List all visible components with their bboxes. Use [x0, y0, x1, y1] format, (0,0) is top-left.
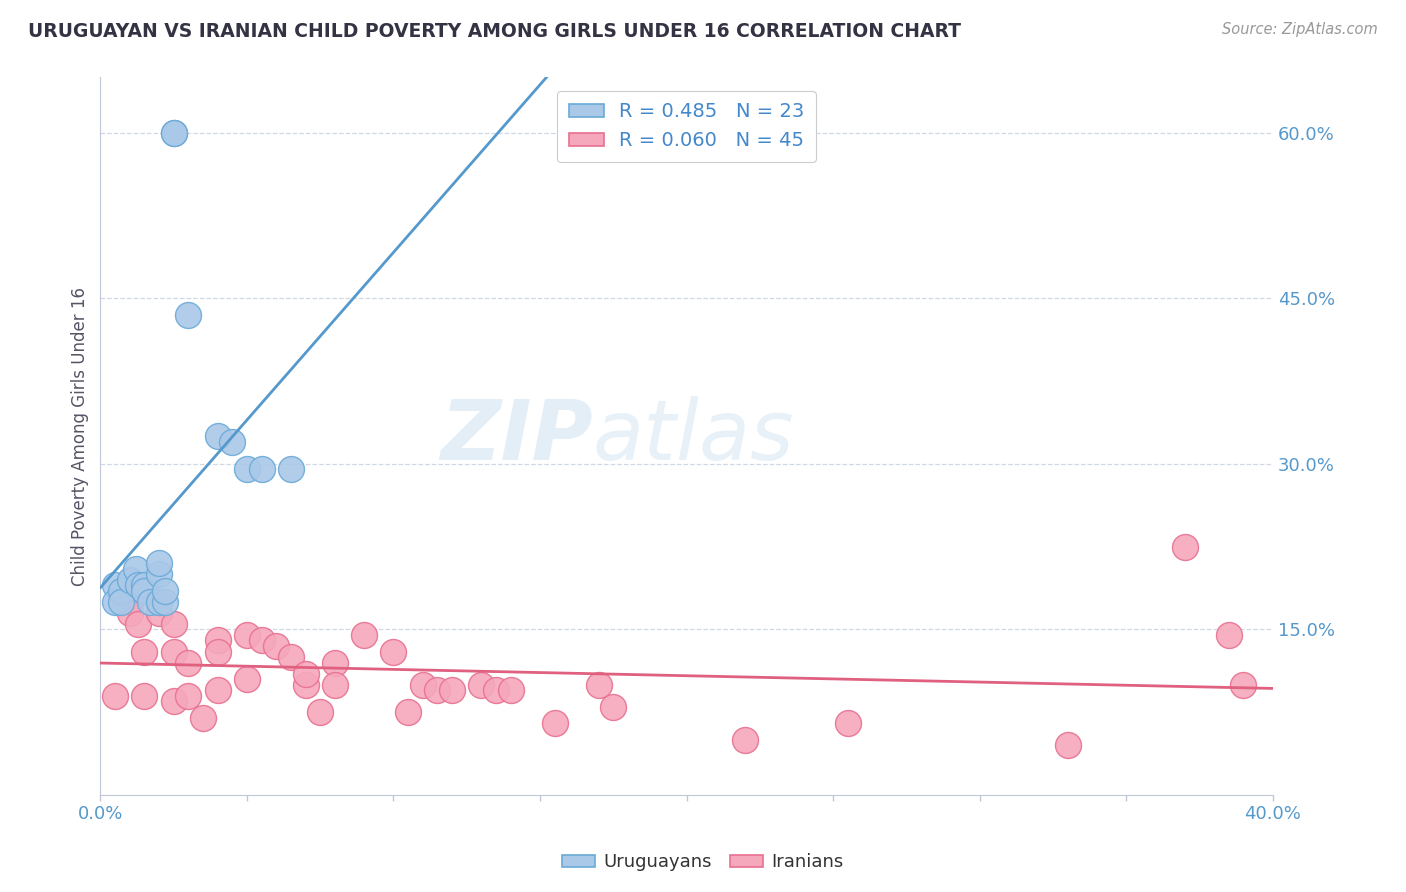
- Point: [118, 573, 141, 587]
- Point: [543, 716, 565, 731]
- Point: [134, 578, 156, 592]
- Point: [353, 628, 375, 642]
- Text: ZIP: ZIP: [440, 396, 593, 476]
- Point: [162, 694, 184, 708]
- Point: [118, 595, 141, 609]
- Point: [426, 683, 449, 698]
- Point: [1056, 739, 1078, 753]
- Point: [221, 434, 243, 449]
- Y-axis label: Child Poverty Among Girls Under 16: Child Poverty Among Girls Under 16: [72, 286, 89, 586]
- Point: [104, 689, 127, 703]
- Point: [148, 606, 170, 620]
- Point: [602, 699, 624, 714]
- Point: [1232, 678, 1254, 692]
- Point: [412, 678, 434, 692]
- Point: [110, 595, 132, 609]
- Point: [148, 567, 170, 582]
- Point: [485, 683, 508, 698]
- Legend: Uruguayans, Iranians: Uruguayans, Iranians: [555, 847, 851, 879]
- Point: [148, 595, 170, 609]
- Point: [124, 562, 146, 576]
- Point: [470, 678, 492, 692]
- Legend: R = 0.485   N = 23, R = 0.060   N = 45: R = 0.485 N = 23, R = 0.060 N = 45: [557, 91, 815, 161]
- Point: [139, 595, 162, 609]
- Point: [837, 716, 859, 731]
- Point: [148, 556, 170, 570]
- Point: [1174, 540, 1197, 554]
- Point: [153, 595, 176, 609]
- Point: [499, 683, 522, 698]
- Point: [104, 595, 127, 609]
- Point: [110, 583, 132, 598]
- Point: [127, 616, 149, 631]
- Point: [396, 705, 419, 719]
- Point: [153, 583, 176, 598]
- Point: [162, 126, 184, 140]
- Point: [323, 656, 346, 670]
- Point: [1218, 628, 1240, 642]
- Point: [236, 672, 259, 686]
- Point: [207, 644, 229, 658]
- Point: [162, 644, 184, 658]
- Point: [148, 595, 170, 609]
- Point: [294, 666, 316, 681]
- Point: [134, 644, 156, 658]
- Point: [162, 126, 184, 140]
- Point: [280, 462, 302, 476]
- Point: [236, 628, 259, 642]
- Point: [382, 644, 405, 658]
- Point: [118, 606, 141, 620]
- Point: [207, 683, 229, 698]
- Point: [191, 711, 214, 725]
- Point: [162, 616, 184, 631]
- Point: [734, 732, 756, 747]
- Point: [309, 705, 332, 719]
- Point: [588, 678, 610, 692]
- Text: URUGUAYAN VS IRANIAN CHILD POVERTY AMONG GIRLS UNDER 16 CORRELATION CHART: URUGUAYAN VS IRANIAN CHILD POVERTY AMONG…: [28, 22, 962, 41]
- Point: [177, 656, 200, 670]
- Text: atlas: atlas: [593, 396, 794, 476]
- Point: [177, 308, 200, 322]
- Point: [250, 633, 273, 648]
- Point: [127, 578, 149, 592]
- Point: [207, 429, 229, 443]
- Point: [280, 650, 302, 665]
- Point: [323, 678, 346, 692]
- Point: [236, 462, 259, 476]
- Point: [104, 578, 127, 592]
- Point: [134, 583, 156, 598]
- Text: Source: ZipAtlas.com: Source: ZipAtlas.com: [1222, 22, 1378, 37]
- Point: [207, 633, 229, 648]
- Point: [294, 678, 316, 692]
- Point: [177, 689, 200, 703]
- Point: [441, 683, 464, 698]
- Point: [134, 689, 156, 703]
- Point: [264, 639, 287, 653]
- Point: [250, 462, 273, 476]
